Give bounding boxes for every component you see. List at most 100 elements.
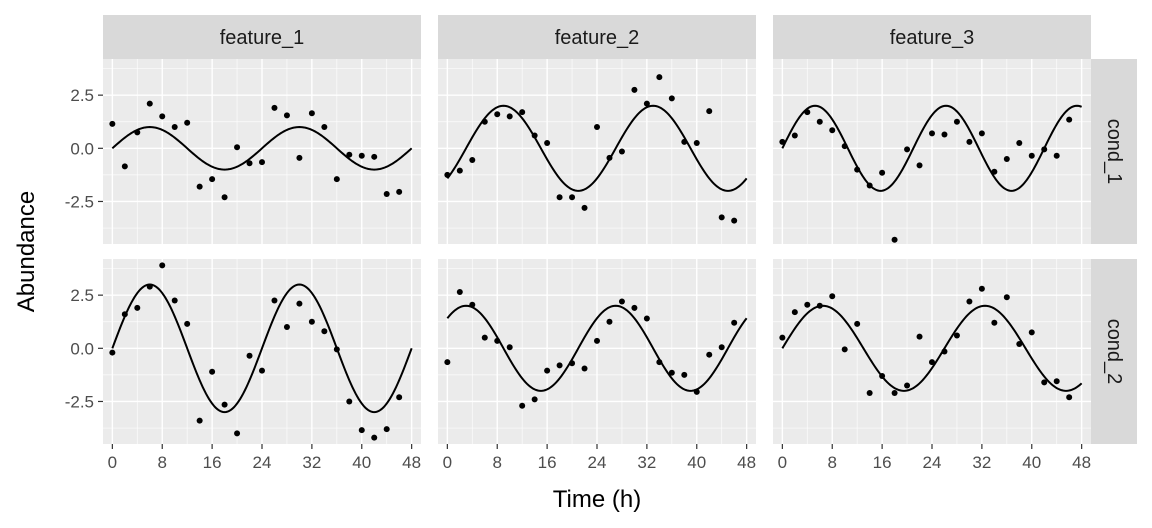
data-point [606,318,613,325]
data-point [618,298,625,305]
data-point [1053,152,1060,159]
facet-label: feature_1 [220,27,305,49]
data-point [544,139,551,146]
x-tick-label: 8 [828,453,837,472]
data-point [371,153,378,160]
data-point [196,417,203,424]
data-point [506,344,513,351]
data-point [171,124,178,131]
x-tick-label: 16 [873,453,892,472]
data-point [271,297,278,304]
y-tick-label: -2.5 [65,192,94,211]
data-point [1066,116,1073,123]
data-point [668,95,675,102]
data-point [693,139,700,146]
data-point [618,148,625,155]
data-point [456,167,463,174]
fit-curve [111,126,413,171]
data-point [296,154,303,161]
data-point [556,362,563,369]
data-point [779,138,786,145]
data-point [731,319,738,326]
data-point [184,119,191,126]
data-point [531,132,538,139]
data-point [668,369,675,376]
data-point [308,318,315,325]
data-point [196,183,203,190]
data-point [469,301,476,308]
x-tick-label: 40 [1022,453,1041,472]
data-point [1053,378,1060,385]
panel-feature-3-cond-2 [773,259,1091,444]
data-point [804,109,811,116]
data-point [829,293,836,300]
data-point [866,182,873,189]
data-point [966,138,973,145]
data-point [494,111,501,118]
fit-curve [781,304,1083,392]
x-tick-label: 40 [687,453,706,472]
data-point [556,194,563,201]
data-point [829,127,836,134]
data-point [631,86,638,93]
data-point [1041,146,1048,153]
data-point [444,359,451,366]
data-point [706,351,713,358]
fit-curve [446,104,748,192]
facet-strip-feature-3: feature_3 [773,15,1091,59]
data-point [841,143,848,150]
data-point [1028,152,1035,159]
data-point [221,194,228,201]
data-point [953,332,960,339]
data-point [594,124,600,131]
data-point [841,346,848,353]
fit-curve [781,104,1083,192]
data-point [184,320,191,327]
panel-feature-3-cond-1 [773,59,1091,244]
data-point [346,151,353,158]
data-point [594,337,600,344]
data-point [171,297,178,304]
data-point [531,396,538,403]
data-point [1003,155,1010,162]
data-point [246,160,253,167]
data-point [283,112,290,119]
data-point [346,398,353,405]
data-point [1016,341,1023,348]
facet-strip-feature-2: feature_2 [438,15,756,59]
data-point [146,283,153,290]
data-point [209,176,216,183]
data-point [891,236,898,243]
data-point [358,152,365,159]
panel-feature-2-cond-2 [438,259,756,444]
data-point [978,130,985,137]
data-point [581,204,588,211]
data-point [358,427,365,434]
panel-feature-1-cond-1 [103,59,421,244]
data-point [731,217,738,224]
x-tick-label: 16 [203,453,222,472]
facet-label: feature_3 [890,27,975,49]
data-point [879,169,886,176]
x-tick-label: 48 [737,453,756,472]
data-point [791,132,798,139]
data-point [929,130,935,137]
data-point [681,371,688,378]
data-point [916,333,923,340]
data-point [904,146,911,153]
data-point [444,171,451,178]
data-point [656,74,663,81]
data-point [718,344,725,351]
x-tick-label: 32 [637,453,656,472]
x-tick-label: 8 [158,453,167,472]
data-point [109,120,116,127]
data-point [333,176,340,183]
data-point [1016,139,1023,146]
facet-strip-cond-2: cond_2 [1091,259,1137,444]
data-point [333,346,340,353]
data-point [991,319,998,326]
data-point [1066,394,1073,401]
data-point [816,118,823,125]
y-tick-label: 2.5 [70,286,94,305]
